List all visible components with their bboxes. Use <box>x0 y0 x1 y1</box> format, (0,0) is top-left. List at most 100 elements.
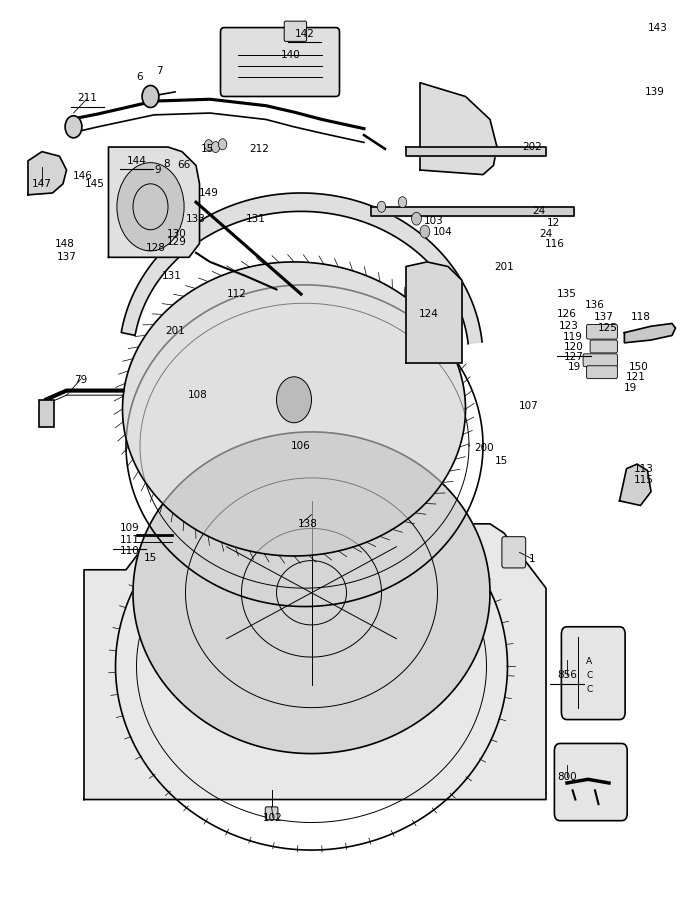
Text: 116: 116 <box>545 239 565 248</box>
Text: 106: 106 <box>291 441 311 450</box>
Text: 145: 145 <box>85 179 104 188</box>
FancyBboxPatch shape <box>554 743 627 821</box>
Text: 112: 112 <box>227 289 246 299</box>
Circle shape <box>420 225 430 238</box>
FancyBboxPatch shape <box>561 627 625 720</box>
Text: 148: 148 <box>55 239 74 248</box>
Polygon shape <box>133 432 490 754</box>
Text: 128: 128 <box>146 244 165 253</box>
Text: 202: 202 <box>522 142 542 152</box>
Text: 123: 123 <box>559 322 578 331</box>
FancyBboxPatch shape <box>284 21 307 41</box>
Text: 15: 15 <box>202 144 214 153</box>
Circle shape <box>398 197 407 208</box>
Text: 1: 1 <box>528 554 536 563</box>
Text: A: A <box>587 657 592 666</box>
Text: 126: 126 <box>557 310 577 319</box>
Circle shape <box>142 85 159 108</box>
Text: 137: 137 <box>594 312 613 322</box>
Text: 201: 201 <box>494 262 514 271</box>
FancyBboxPatch shape <box>502 537 526 568</box>
Text: 139: 139 <box>645 87 664 96</box>
Text: 149: 149 <box>199 188 218 198</box>
Text: 150: 150 <box>629 362 648 371</box>
Text: 110: 110 <box>120 547 139 556</box>
Text: 127: 127 <box>564 352 584 361</box>
Text: 201: 201 <box>165 326 185 335</box>
Text: 9: 9 <box>154 165 161 175</box>
Text: 138: 138 <box>298 519 318 528</box>
Text: 856: 856 <box>557 671 577 680</box>
Text: 19: 19 <box>624 383 636 392</box>
FancyBboxPatch shape <box>265 807 278 820</box>
Text: 120: 120 <box>564 343 584 352</box>
Text: 135: 135 <box>557 289 577 299</box>
Text: 102: 102 <box>263 813 283 823</box>
Text: 147: 147 <box>32 179 52 188</box>
Circle shape <box>412 212 421 225</box>
Text: 200: 200 <box>475 444 494 453</box>
Polygon shape <box>420 83 497 175</box>
Text: 111: 111 <box>120 536 139 545</box>
FancyBboxPatch shape <box>587 366 617 379</box>
Text: 121: 121 <box>626 372 645 381</box>
Polygon shape <box>28 152 66 195</box>
Text: 15: 15 <box>496 457 508 466</box>
FancyBboxPatch shape <box>587 324 617 339</box>
Polygon shape <box>371 207 574 216</box>
Polygon shape <box>122 262 466 556</box>
Text: 143: 143 <box>648 23 668 32</box>
Text: 131: 131 <box>246 214 265 223</box>
Circle shape <box>276 377 312 423</box>
Text: 140: 140 <box>281 51 300 60</box>
Text: 144: 144 <box>127 156 146 165</box>
Text: 137: 137 <box>57 253 76 262</box>
Text: 66: 66 <box>178 161 190 170</box>
Text: 8: 8 <box>163 159 170 168</box>
Text: 130: 130 <box>167 230 186 239</box>
Text: 109: 109 <box>120 524 139 533</box>
Text: 24: 24 <box>540 230 552 239</box>
Text: 7: 7 <box>156 66 163 75</box>
Polygon shape <box>406 262 462 363</box>
Circle shape <box>65 116 82 138</box>
Circle shape <box>218 139 227 150</box>
Text: 125: 125 <box>598 323 617 333</box>
Bar <box>38 400 54 427</box>
Text: C: C <box>587 671 592 680</box>
Text: 211: 211 <box>78 94 97 103</box>
Text: 113: 113 <box>634 464 654 473</box>
Circle shape <box>211 142 220 153</box>
Text: 6: 6 <box>136 73 144 82</box>
Polygon shape <box>406 147 546 156</box>
Text: 19: 19 <box>568 362 580 371</box>
Text: 129: 129 <box>167 237 186 246</box>
Text: 133: 133 <box>186 214 206 223</box>
FancyBboxPatch shape <box>583 354 617 367</box>
Polygon shape <box>620 464 651 505</box>
Circle shape <box>117 163 184 251</box>
Text: 107: 107 <box>519 402 538 411</box>
Text: 131: 131 <box>162 271 181 280</box>
Text: 119: 119 <box>563 333 582 342</box>
Text: 124: 124 <box>419 310 438 319</box>
Text: 142: 142 <box>295 29 314 39</box>
Text: 800: 800 <box>557 772 577 781</box>
Text: 118: 118 <box>631 312 650 322</box>
Text: 24: 24 <box>533 207 545 216</box>
Polygon shape <box>121 193 482 344</box>
Text: 104: 104 <box>433 227 452 236</box>
FancyBboxPatch shape <box>220 28 340 96</box>
Text: 146: 146 <box>73 172 92 181</box>
Text: 136: 136 <box>585 301 605 310</box>
Polygon shape <box>108 147 200 257</box>
Text: 212: 212 <box>249 144 269 153</box>
Text: 12: 12 <box>547 219 559 228</box>
Text: 108: 108 <box>188 391 208 400</box>
Circle shape <box>204 140 213 151</box>
Text: 115: 115 <box>634 475 654 484</box>
Polygon shape <box>84 524 546 800</box>
Text: 103: 103 <box>424 216 444 225</box>
Polygon shape <box>624 323 676 343</box>
Text: C: C <box>587 685 592 694</box>
